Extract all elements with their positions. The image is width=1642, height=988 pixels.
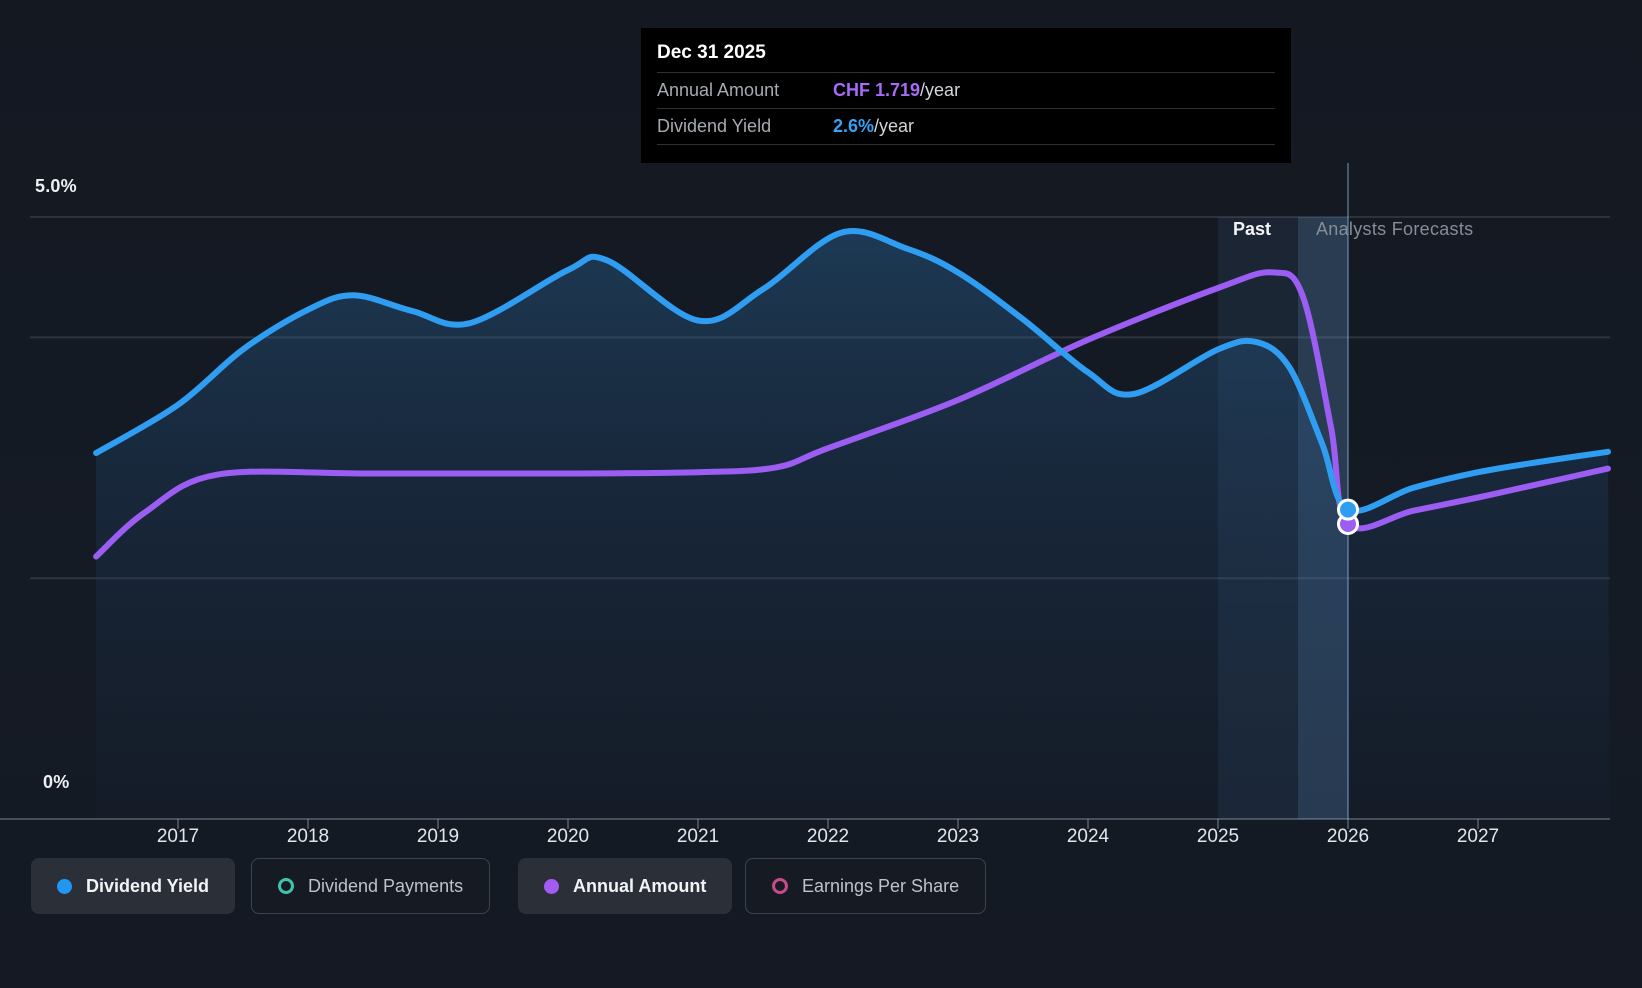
x-axis-label: 2021 — [633, 826, 763, 848]
past-region-label: Past — [1233, 219, 1271, 240]
legend-label: Earnings Per Share — [802, 876, 959, 897]
chart-tooltip: Dec 31 2025 Annual Amount CHF 1.719/year… — [641, 28, 1291, 163]
earnings-per-share-ring-icon — [772, 878, 788, 894]
x-axis-label: 2027 — [1413, 826, 1543, 848]
tooltip-row-dividend-yield: Dividend Yield 2.6%/year — [657, 108, 1275, 144]
legend-label: Annual Amount — [573, 876, 706, 897]
x-axis-label: 2026 — [1283, 826, 1413, 848]
legend-toggle-dividend-payments[interactable]: Dividend Payments — [251, 858, 490, 914]
dividend-chart: 5.0% 0% 2017 2018 2019 2020 2021 2022 20… — [0, 0, 1642, 988]
dividend-yield-marker[interactable] — [1339, 500, 1358, 519]
x-axis-label: 2018 — [243, 826, 373, 848]
tooltip-suffix: /year — [874, 116, 914, 137]
tooltip-label: Annual Amount — [657, 80, 833, 101]
annual-amount-dot-icon — [544, 879, 559, 894]
legend-toggle-annual-amount[interactable]: Annual Amount — [518, 858, 732, 914]
legend-label: Dividend Payments — [308, 876, 463, 897]
tooltip-date: Dec 31 2025 — [657, 38, 1275, 72]
x-axis-label: 2022 — [763, 826, 893, 848]
tooltip-row-annual-amount: Annual Amount CHF 1.719/year — [657, 72, 1275, 108]
earnings-per-share-ring-icon-button[interactable]: Earnings Per Share — [745, 858, 986, 914]
dividend-payments-ring-icon — [278, 878, 294, 894]
x-axis-label: 2019 — [373, 826, 503, 848]
y-axis-label-top: 5.0% — [35, 176, 77, 197]
tooltip-suffix: /year — [920, 80, 960, 101]
dividend-yield-dot-icon — [57, 879, 72, 894]
y-axis-label-bottom: 0% — [43, 772, 69, 793]
x-axis-label: 2017 — [113, 826, 243, 848]
tooltip-divider — [657, 144, 1275, 145]
x-axis-label: 2025 — [1153, 826, 1283, 848]
tooltip-label: Dividend Yield — [657, 116, 833, 137]
x-axis-label: 2023 — [893, 826, 1023, 848]
legend-label: Dividend Yield — [86, 876, 209, 897]
x-axis-label: 2020 — [503, 826, 633, 848]
legend-toggle-dividend-yield[interactable]: Dividend Yield — [31, 858, 235, 914]
analysts-forecasts-label: Analysts Forecasts — [1316, 219, 1473, 240]
tooltip-value: CHF 1.719 — [833, 80, 920, 101]
x-axis-label: 2024 — [1023, 826, 1153, 848]
tooltip-value: 2.6% — [833, 116, 874, 137]
